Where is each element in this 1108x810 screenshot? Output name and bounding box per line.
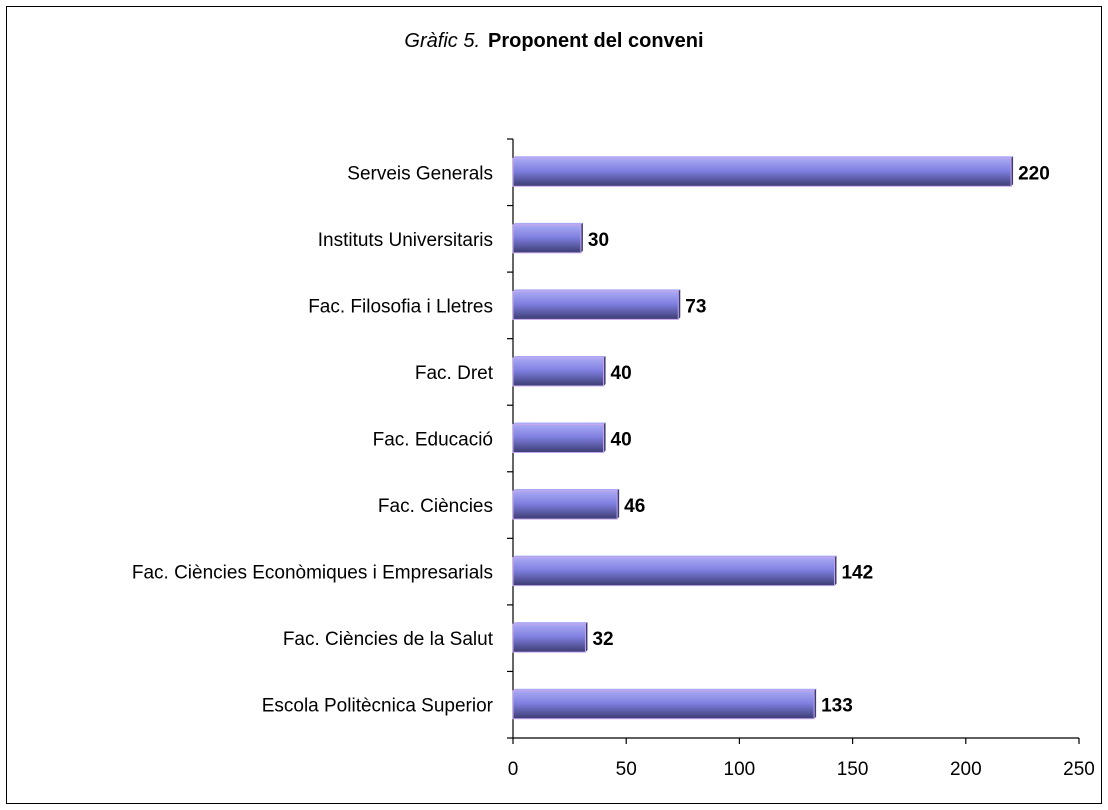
category-label: Serveis Generals — [347, 163, 493, 184]
category-label: Escola Politècnica Superior — [262, 696, 494, 717]
data-label: 40 — [611, 363, 632, 384]
data-label: 142 — [841, 563, 873, 584]
category-label: Fac. Ciències — [378, 496, 493, 517]
x-tick-label: 250 — [1063, 759, 1095, 780]
data-label: 30 — [588, 230, 609, 251]
data-label: 73 — [685, 296, 706, 317]
category-label: Fac. Ciències Econòmiques i Empresarials — [132, 563, 493, 584]
category-label: Instituts Universitaris — [318, 230, 493, 251]
x-tick-label: 150 — [837, 759, 869, 780]
data-label: 133 — [821, 696, 853, 717]
bar — [512, 690, 815, 720]
x-tick-label: 200 — [950, 759, 982, 780]
bar — [512, 290, 679, 320]
category-label: Fac. Ciències de la Salut — [283, 629, 494, 650]
x-tick-label: 50 — [616, 759, 637, 780]
bar — [512, 424, 605, 453]
x-tick-label: 0 — [508, 759, 519, 780]
bar — [512, 224, 582, 254]
category-label: Fac. Educació — [373, 430, 493, 451]
data-label: 46 — [624, 496, 645, 517]
bar-side-face — [1011, 156, 1014, 187]
chart-frame — [6, 6, 1102, 804]
data-label: 220 — [1018, 163, 1050, 184]
data-label: 32 — [592, 629, 613, 650]
category-label: Fac. Filosofia i Lletres — [308, 296, 493, 317]
bar — [512, 490, 618, 520]
bar — [512, 557, 835, 587]
x-tick-label: 100 — [724, 759, 756, 780]
bar — [512, 357, 605, 387]
category-label: Fac. Dret — [415, 363, 494, 384]
chart-title: Gràfic 5. Proponent del conveni — [0, 30, 1108, 53]
data-label: 40 — [611, 430, 632, 451]
bar — [512, 157, 1012, 187]
bar — [512, 623, 586, 653]
chart-title-prefix: Gràfic 5. — [404, 30, 480, 52]
chart-title-main: Proponent del conveni — [488, 30, 704, 52]
